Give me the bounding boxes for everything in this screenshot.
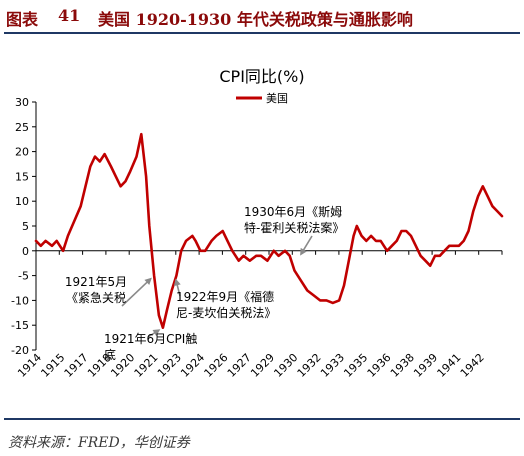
y-tick-label: 5 xyxy=(22,220,29,233)
annotation-text-ann-1930-6: 特-霍利关税法案》 xyxy=(244,220,344,235)
y-tick-label: -5 xyxy=(18,270,29,283)
y-tick-label: -15 xyxy=(11,319,29,332)
chart-title: CPI同比(%) xyxy=(219,67,304,86)
annotation-text-ann-1921-6: 底 xyxy=(104,347,116,362)
figure-number: 41 xyxy=(58,6,81,25)
x-tick-label: 1917 xyxy=(62,351,91,380)
y-tick-label: 30 xyxy=(15,96,29,109)
annotation-text-ann-1921-6: 1921年6月CPI触 xyxy=(104,332,197,346)
figure-label: 图表 xyxy=(6,10,39,29)
x-tick-label: 1941 xyxy=(435,351,464,380)
x-tick-label: 1921 xyxy=(132,351,161,380)
annotation-text-ann-1921-5: 《紧急关税 xyxy=(66,290,126,305)
series-layer xyxy=(34,132,504,329)
y-tick-label: -10 xyxy=(11,294,29,307)
x-tick-label: 1938 xyxy=(388,351,417,380)
annotation-arrowhead-ann-1930-6 xyxy=(300,247,307,256)
x-tick-label: 1923 xyxy=(155,351,184,380)
y-tick-label: 0 xyxy=(22,245,29,258)
annotation-arrow-ann-1921-5 xyxy=(121,280,149,307)
x-tick-label: 1915 xyxy=(38,351,67,380)
legend: 美国 xyxy=(236,92,288,105)
annotation-arrowhead-ann-1922-9 xyxy=(173,278,181,287)
annotation-arrowhead-ann-1921-6 xyxy=(152,329,161,336)
annotation-arrowhead-ann-1921-5 xyxy=(144,277,152,286)
x-tick-label: 1930 xyxy=(271,351,300,380)
annotation-arrow-ann-1922-9 xyxy=(176,283,181,297)
annotation-arrow-ann-1930-6 xyxy=(301,235,313,252)
x-tick-label: 1924 xyxy=(178,351,207,380)
footer-rule xyxy=(4,418,520,420)
figure-header: 图表 41 美国 1920-1930 年代关税政策与通胀影响 xyxy=(6,4,518,32)
series-line-美国 xyxy=(34,132,504,329)
annotation-text-ann-1921-5: 1921年5月 xyxy=(65,275,127,289)
x-tick-label: 1929 xyxy=(248,351,277,380)
annotation-text-ann-1922-9: 尼-麦坎伯关税法》 xyxy=(176,305,276,320)
x-tick-label: 1935 xyxy=(341,351,370,380)
y-tick-label: 20 xyxy=(15,146,29,159)
y-tick-label: 15 xyxy=(15,170,29,183)
x-tick-label: 1927 xyxy=(225,351,254,380)
x-tick-label: 1926 xyxy=(202,351,231,380)
x-tick-label: 1932 xyxy=(295,351,324,380)
x-tick-label: 1933 xyxy=(318,351,347,380)
annotation-text-ann-1930-6: 1930年6月《斯姆 xyxy=(244,205,342,219)
source-note: 资料来源：FRED，华创证券 xyxy=(8,435,190,451)
y-tick-label: -20 xyxy=(11,344,29,357)
x-tick-label: 1942 xyxy=(458,351,487,380)
y-tick-label: 10 xyxy=(15,195,29,208)
legend-label: 美国 xyxy=(266,92,288,105)
y-axis: 30 25 20 15 10 5 0 -5 -10 -15 -20 xyxy=(11,96,37,357)
figure-title: 美国 1920-1930 年代关税政策与通胀影响 xyxy=(98,10,413,29)
header-rule xyxy=(4,32,520,34)
x-tick-label: 1939 xyxy=(411,351,440,380)
x-tick-label: 1936 xyxy=(365,351,394,380)
y-tick-label: 25 xyxy=(15,121,29,134)
annotation-text-ann-1922-9: 1922年9月《福德 xyxy=(176,289,274,304)
